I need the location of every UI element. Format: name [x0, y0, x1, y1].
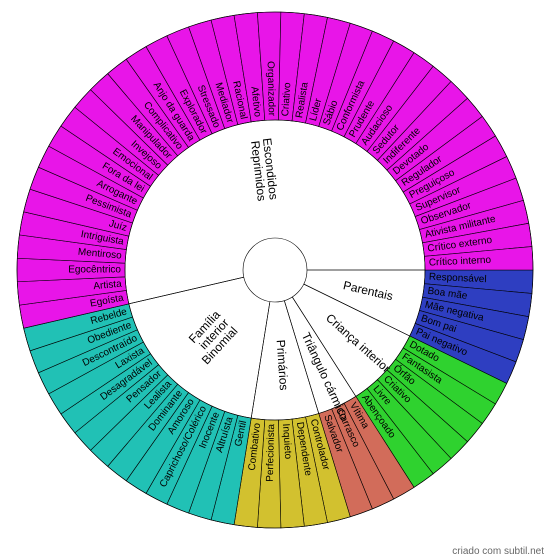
center-circle — [243, 238, 307, 302]
radial-chart: ResponsávelBoa mãeMãe negativaBom paiPai… — [0, 0, 550, 560]
credit-text: criado com subtil.net — [452, 546, 544, 557]
segment-label: Organizador — [265, 61, 277, 117]
segment-label: Egocêntrico — [68, 265, 121, 276]
segment-label: Perfecionista — [265, 423, 277, 481]
segment-label: Criativo — [280, 82, 293, 117]
